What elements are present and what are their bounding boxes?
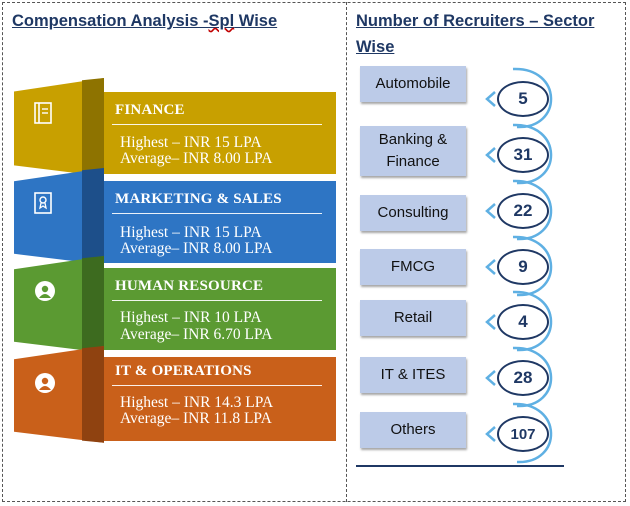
sector-label: Consulting xyxy=(360,195,466,231)
sector-label: Others xyxy=(360,412,466,448)
person-icon xyxy=(30,370,60,401)
specialization-name: IT & OPERATIONS xyxy=(115,363,252,379)
sector-label: Automobile xyxy=(360,66,466,102)
specialization-name: HUMAN RESOURCE xyxy=(115,278,264,294)
highest-salary: Highest – INR 15 LPA xyxy=(120,224,262,241)
highest-salary: Highest – INR 14.3 LPA xyxy=(120,394,274,411)
arrow-left-icon xyxy=(485,314,496,330)
connector-arc xyxy=(512,346,553,408)
card-panel: IT & OPERATIONS Highest – INR 14.3 LPA Ave… xyxy=(104,357,336,441)
connector-arc xyxy=(512,179,553,241)
recruiter-count: 5 xyxy=(497,81,549,117)
specialization-rule xyxy=(112,213,322,214)
recruiters-title: Number of Recruiters – Sector Wise xyxy=(356,12,595,56)
specialization-name: FINANCE xyxy=(115,102,185,118)
arrow-left-icon xyxy=(485,91,496,107)
sector-label: IT & ITES xyxy=(360,357,466,393)
card-fold-shadow xyxy=(82,346,104,443)
connector-arc xyxy=(512,67,553,129)
arrow-left-icon xyxy=(485,259,496,275)
page-frame xyxy=(2,2,626,502)
sector-label: Retail xyxy=(360,300,466,336)
arrow-left-icon xyxy=(485,370,496,386)
recruiter-count: 107 xyxy=(497,416,549,452)
connector-arc xyxy=(512,402,553,464)
card-panel: FINANCE Highest – INR 15 LPA Average– INR … xyxy=(104,92,336,174)
connector-arc xyxy=(512,290,553,352)
arrow-left-icon xyxy=(485,147,496,163)
column-divider xyxy=(346,2,347,502)
compensation-title: Compensation Analysis -Spl Wise xyxy=(12,12,278,30)
connector-arc xyxy=(512,123,553,185)
card-fold-shadow xyxy=(82,256,104,353)
average-salary: Average– INR 11.8 LPA xyxy=(120,410,272,427)
person-icon xyxy=(30,278,60,309)
average-salary: Average– INR 8.00 LPA xyxy=(120,240,273,257)
book-icon xyxy=(30,100,56,131)
highest-salary: Highest – INR 10 LPA xyxy=(120,309,262,326)
card-fold-shadow xyxy=(82,78,104,177)
arrow-left-icon xyxy=(485,426,496,442)
recruiters-underline xyxy=(356,465,564,467)
recruiter-count: 31 xyxy=(497,137,549,173)
average-salary: Average– INR 6.70 LPA xyxy=(120,326,273,343)
card-panel: HUMAN RESOURCE Highest – INR 10 LPA Averag… xyxy=(104,268,336,350)
card-panel: MARKETING & SALES Highest – INR 15 LPA Ave… xyxy=(104,181,336,263)
specialization-rule xyxy=(112,300,322,301)
badge-icon xyxy=(30,190,56,221)
recruiter-count: 9 xyxy=(497,249,549,285)
card-fold-shadow xyxy=(82,168,104,265)
recruiter-count: 28 xyxy=(497,360,549,396)
highest-salary: Highest – INR 15 LPA xyxy=(120,134,262,151)
arrow-left-icon xyxy=(485,203,496,219)
sector-label: FMCG xyxy=(360,249,466,285)
specialization-rule xyxy=(112,385,322,386)
recruiter-count: 4 xyxy=(497,304,549,340)
specialization-name: MARKETING & SALES xyxy=(115,191,282,207)
specialization-rule xyxy=(112,124,322,125)
average-salary: Average– INR 8.00 LPA xyxy=(120,150,273,167)
recruiter-count: 22 xyxy=(497,193,549,229)
sector-label: Banking & Finance xyxy=(360,126,466,176)
